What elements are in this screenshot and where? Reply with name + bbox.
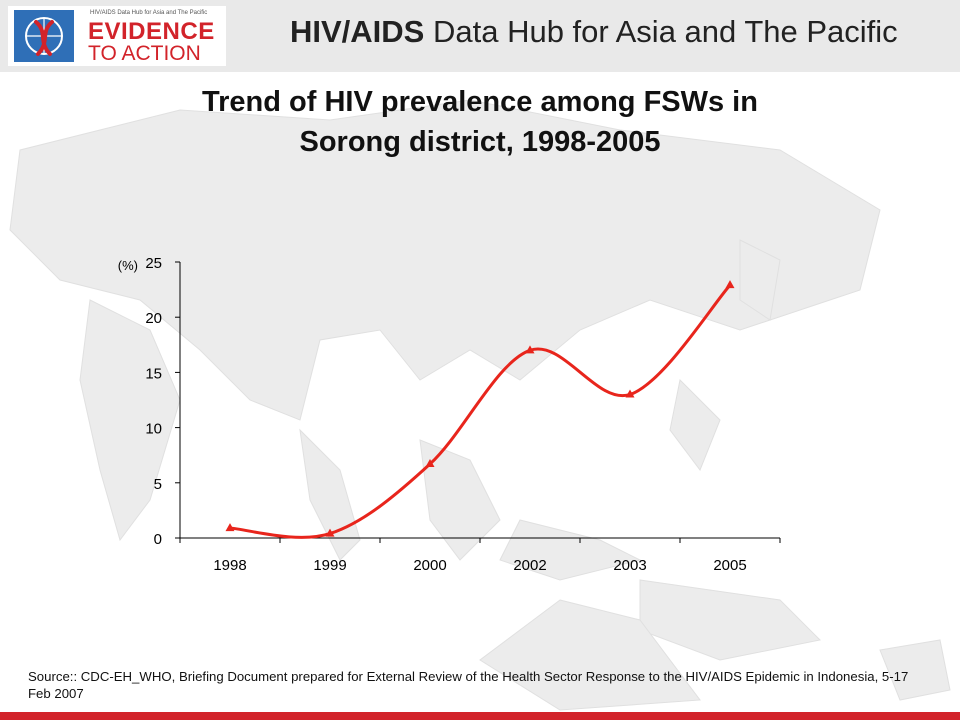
data-point-marker xyxy=(525,345,535,354)
y-tick-label: 15 xyxy=(145,365,162,382)
x-tick-label: 2005 xyxy=(713,557,746,574)
bottom-accent-bar xyxy=(0,712,960,720)
chart-axes xyxy=(175,261,781,543)
y-axis-unit-label: (%) xyxy=(118,258,138,273)
logo-subtitle: HIV/AIDS Data Hub for Asia and The Pacif… xyxy=(90,10,208,16)
data-point-marker xyxy=(725,280,735,289)
x-tick-label: 2002 xyxy=(513,557,546,574)
header-title-rest: Data Hub for Asia and The Pacific xyxy=(424,14,898,49)
slide-title: Trend of HIV prevalence among FSWs in So… xyxy=(60,82,900,162)
un-emblem-icon xyxy=(14,10,74,62)
slide-title-line1: Trend of HIV prevalence among FSWs in xyxy=(202,86,758,118)
slide-title-line2: Sorong district, 1998-2005 xyxy=(299,126,661,158)
x-tick-labels: 1998 1999 2000 2002 2003 2005 xyxy=(213,557,746,574)
y-tick-label: 0 xyxy=(154,531,162,548)
y-tick-labels: 0 5 10 15 20 25 (%) xyxy=(118,255,162,548)
data-point-marker xyxy=(325,528,335,537)
x-tick-label: 2003 xyxy=(613,557,646,574)
source-note: Source:: CDC-EH_WHO, Briefing Document p… xyxy=(28,669,909,701)
series-line xyxy=(229,284,732,539)
header-title-bold: HIV/AIDS xyxy=(290,14,425,49)
y-tick-label: 5 xyxy=(154,476,162,493)
x-tick-label: 1998 xyxy=(213,557,246,574)
y-tick-label: 25 xyxy=(145,255,162,272)
header-title: HIV/AIDS Data Hub for Asia and The Pacif… xyxy=(290,14,898,50)
y-tick-label: 20 xyxy=(145,310,162,327)
data-point-marker xyxy=(425,459,435,468)
data-point-marker xyxy=(225,523,235,532)
logo-evidence-text: EVIDENCE xyxy=(88,18,215,45)
logo-to-action-text: TO ACTION xyxy=(88,42,201,65)
header-bar: HIV/AIDS Data Hub for Asia and The Pacif… xyxy=(0,0,960,72)
evidence-to-action-logo: HIV/AIDS Data Hub for Asia and The Pacif… xyxy=(8,6,226,66)
x-tick-label: 2000 xyxy=(413,557,446,574)
y-tick-label: 10 xyxy=(145,421,162,438)
x-tick-label: 1999 xyxy=(313,557,346,574)
data-point-marker xyxy=(625,389,635,398)
chart-series xyxy=(225,280,735,539)
